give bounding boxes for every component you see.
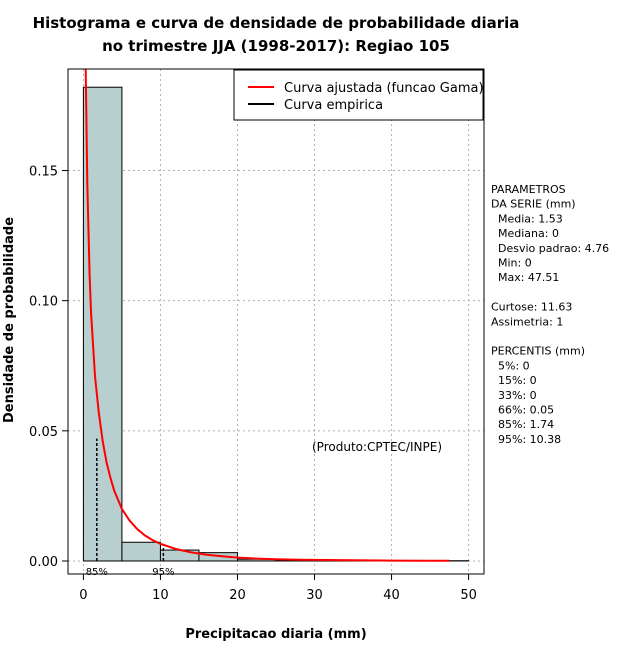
percentile-markers: 85% 95% — [86, 438, 174, 578]
density-curves — [84, 68, 450, 562]
legend-label-fitted: Curva ajustada (funcao Gama) — [284, 81, 484, 96]
x-axis-label: Precipitacao diaria (mm) — [185, 627, 366, 642]
y-axis-label: Densidade de probabilidade — [2, 217, 17, 423]
density-curve-0 — [84, 68, 450, 562]
plot-frame — [67, 68, 485, 575]
stats-line-2: Media: 1.53 — [491, 212, 563, 225]
histogram-bars — [82, 86, 470, 562]
y-tick-label-1: 0.05 — [29, 425, 58, 440]
x-tick-label-1: 10 — [152, 588, 169, 603]
stats-line-11: PERCENTIS (mm) — [491, 345, 585, 358]
legend-label-empirical: Curva empirica — [284, 98, 383, 113]
y-tick-label-3: 0.15 — [29, 165, 58, 180]
x-tick-label-3: 30 — [306, 588, 323, 603]
stats-line-8: Curtose: 11.63 — [491, 301, 572, 314]
y-tick-label-2: 0.10 — [29, 295, 58, 310]
percentile-label-0: 85% — [86, 567, 108, 578]
chart-title-line-1: Histograma e curva de densidade de proba… — [33, 14, 520, 32]
x-tick-label-0: 0 — [79, 588, 87, 603]
x-tick-label-2: 20 — [229, 588, 246, 603]
product-annotation: (Produto:CPTEC/INPE) — [312, 440, 442, 454]
legend: Curva ajustada (funcao Gama) Curva empir… — [233, 69, 484, 121]
legend-box — [233, 69, 484, 121]
stats-line-9: Assimetria: 1 — [491, 315, 563, 328]
stats-line-16: 85%: 1.74 — [491, 418, 554, 431]
stats-line-0: PARAMETROS — [491, 183, 566, 196]
histogram-bar-0 — [82, 86, 123, 562]
stats-line-3: Mediana: 0 — [491, 227, 559, 240]
stats-line-17: 95%: 10.38 — [491, 433, 561, 446]
histogram-bar-1 — [121, 541, 161, 562]
x-axis: 0 10 20 30 40 50 — [79, 574, 477, 603]
x-tick-label-4: 40 — [383, 588, 400, 603]
x-tick-label-5: 50 — [460, 588, 477, 603]
stats-line-13: 15%: 0 — [491, 374, 537, 387]
stats-line-14: 33%: 0 — [491, 389, 537, 402]
percentile-label-1: 95% — [152, 567, 174, 578]
stats-line-6: Max: 47.51 — [491, 271, 559, 284]
chart-title-line-2: no trimestre JJA (1998-2017): Regiao 105 — [102, 37, 450, 55]
stats-line-4: Desvio padrao: 4.76 — [491, 242, 609, 255]
grid-lines — [68, 69, 484, 574]
stats-line-12: 5%: 0 — [491, 359, 530, 372]
y-tick-label-0: 0.00 — [29, 555, 58, 570]
stats-panel: PARAMETROS DA SERIE (mm) Media: 1.53 Medi… — [491, 183, 609, 446]
stats-line-1: DA SERIE (mm) — [491, 198, 576, 211]
stats-line-5: Min: 0 — [491, 257, 532, 270]
y-axis: 0.00 0.05 0.10 0.15 — [29, 165, 68, 570]
stats-line-15: 66%: 0.05 — [491, 404, 554, 417]
